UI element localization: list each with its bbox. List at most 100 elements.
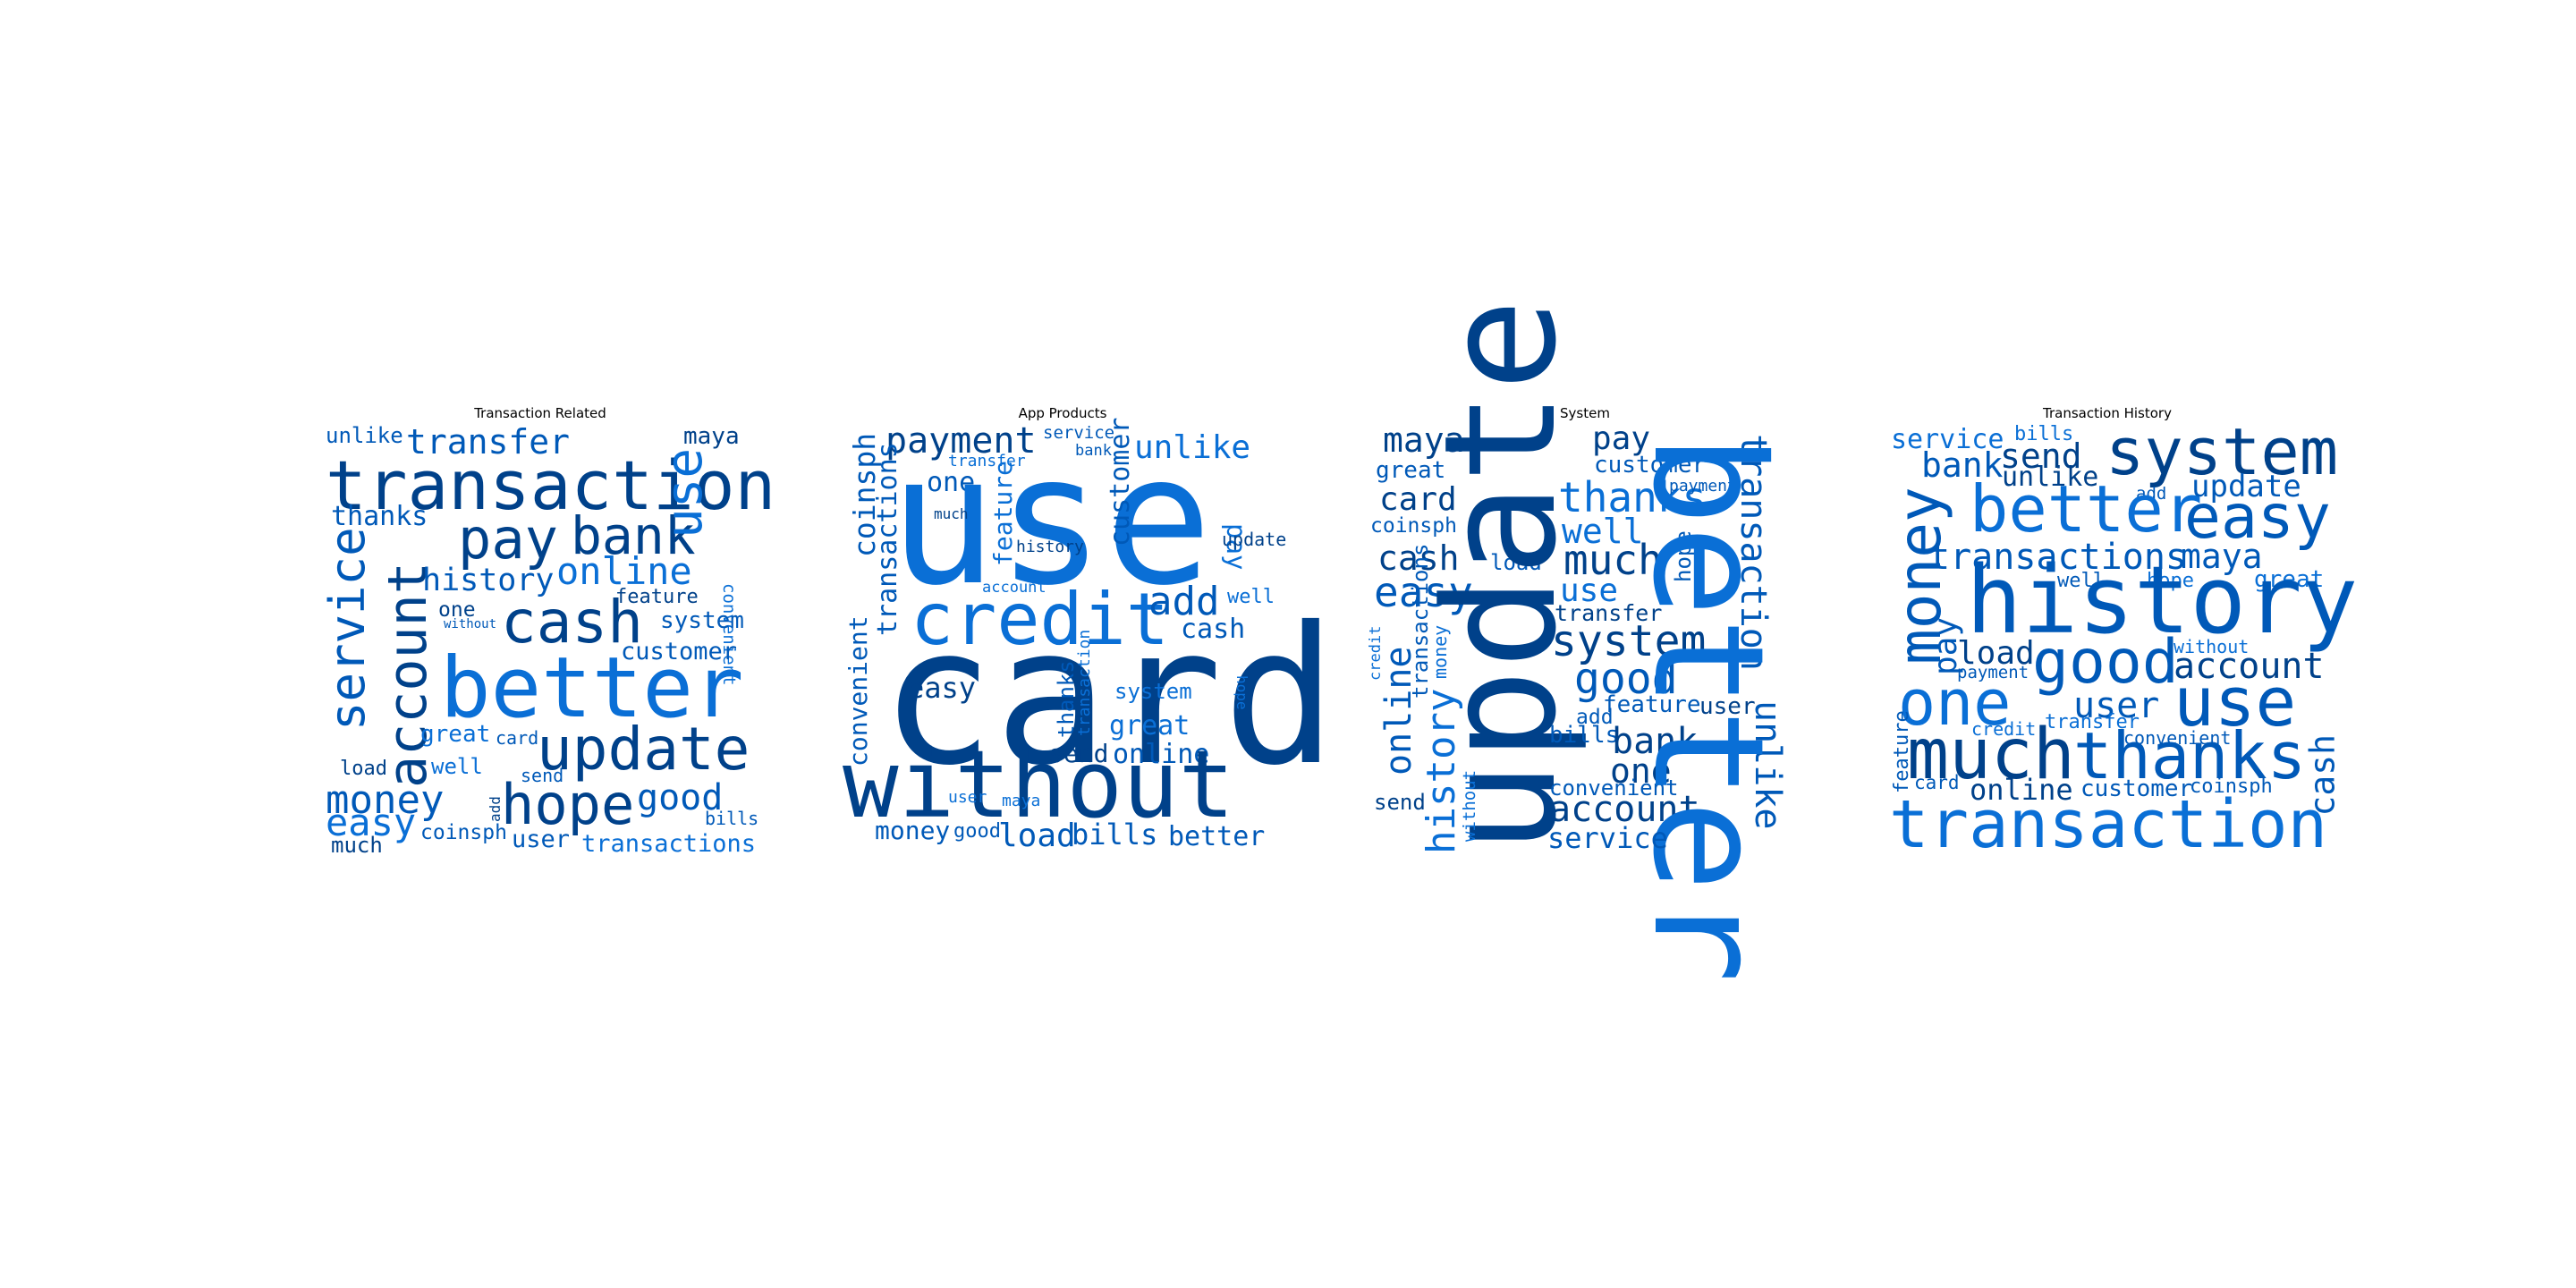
word: hope <box>501 772 635 837</box>
word: without <box>1460 769 1479 842</box>
word: bank <box>1612 721 1699 762</box>
word: maya <box>2181 537 2263 576</box>
word: transaction <box>1075 629 1094 736</box>
word: update <box>1222 529 1287 550</box>
word: history <box>1016 538 1084 556</box>
word: transaction <box>326 445 776 525</box>
wordcloud-title-3: System <box>1560 405 1610 421</box>
word: transaction <box>1889 786 2328 863</box>
word: use <box>1560 572 1619 609</box>
word: transactions <box>581 830 757 858</box>
word: good <box>637 777 724 818</box>
word: well <box>1562 512 1644 551</box>
word: better <box>440 640 744 737</box>
word: good <box>2032 627 2179 698</box>
word: without <box>843 730 1235 839</box>
word: much <box>331 833 383 858</box>
word: use <box>2174 662 2297 741</box>
wordcloud-transaction-related: unlike transfer maya transaction thanks … <box>319 425 775 863</box>
word: send <box>2000 436 2082 476</box>
word: hope <box>2147 570 2194 592</box>
word: thanks <box>1054 660 1079 738</box>
word: unlike <box>326 423 403 448</box>
word: customer <box>621 638 738 665</box>
word: good <box>953 820 1001 843</box>
word: credit <box>1971 718 2037 740</box>
word: bills <box>1549 722 1620 749</box>
word: add <box>1148 579 1220 624</box>
word: load <box>340 758 387 780</box>
wordcloud-title-2: App Products <box>1018 405 1107 421</box>
word: use <box>889 417 1213 625</box>
word: money <box>875 816 951 845</box>
word: send <box>1374 790 1426 815</box>
word: send <box>521 765 564 786</box>
word: load <box>998 818 1076 854</box>
word: much <box>1563 536 1663 584</box>
word: system <box>2106 414 2339 489</box>
word: better <box>1619 434 1796 984</box>
word: coinsph <box>2190 775 2273 798</box>
word: payment <box>1957 663 2029 682</box>
word: money <box>326 777 445 823</box>
word: cash <box>1181 614 1246 645</box>
word: transfer <box>1555 600 1663 626</box>
word: better <box>1970 471 2203 547</box>
word: thanks <box>1558 473 1707 521</box>
word: send <box>1048 739 1109 768</box>
word: one <box>1898 666 2012 740</box>
word: good <box>1574 654 1678 704</box>
word: easy <box>907 671 977 705</box>
word: easy <box>2184 482 2331 553</box>
word: one <box>1610 751 1672 791</box>
word: account <box>2174 646 2325 687</box>
word: transfer <box>406 422 571 462</box>
word: well <box>2057 570 2105 592</box>
word: coinsph <box>1370 514 1457 538</box>
word: history <box>1966 546 2359 655</box>
word: update <box>2191 469 2301 504</box>
word: well <box>431 754 483 779</box>
wordcloud-app-products: payment service bank unlike coinsph tran… <box>843 417 1337 863</box>
word: transactions <box>1928 537 2187 578</box>
word: convenient <box>1549 775 1679 801</box>
word: bills <box>2014 423 2074 445</box>
wordcloud-transaction-history: service bills system bank send unlike up… <box>1885 419 2358 863</box>
word: card <box>496 727 539 749</box>
word: thanks <box>2073 718 2307 793</box>
word: cash <box>1377 538 1460 578</box>
wordcloud-system: maya pay great customer card thanks paym… <box>1367 299 1800 983</box>
word: bank <box>1921 445 2004 485</box>
word: customer <box>1594 452 1707 479</box>
word: unlike <box>1134 429 1251 466</box>
word: payment <box>1669 477 1737 496</box>
word: convenient <box>2123 727 2232 749</box>
word: without <box>444 617 497 631</box>
word: system <box>1551 616 1707 666</box>
word: service <box>1891 424 2004 455</box>
word: feature <box>615 586 699 608</box>
word: bills <box>705 808 759 829</box>
word: add <box>2136 484 2167 504</box>
word: online <box>1113 739 1210 770</box>
word: feature <box>1603 691 1701 718</box>
word: update <box>537 715 750 784</box>
word: cash <box>501 588 643 657</box>
word: user <box>948 788 987 807</box>
word: great <box>1109 710 1191 741</box>
word: system <box>1114 679 1192 704</box>
word: pay <box>458 506 558 572</box>
word: service <box>1547 821 1668 855</box>
word: payment <box>886 420 1037 462</box>
word: history <box>1419 688 1464 854</box>
word: feature <box>988 460 1018 566</box>
word: account <box>982 579 1046 597</box>
word: card <box>880 586 1337 807</box>
word: online <box>1970 773 2073 807</box>
word: much <box>934 505 969 522</box>
word: bank <box>571 505 696 566</box>
word: coinsph <box>420 821 507 844</box>
word: user <box>1699 693 1756 720</box>
word: better <box>1168 821 1266 852</box>
word: add <box>1576 706 1614 729</box>
